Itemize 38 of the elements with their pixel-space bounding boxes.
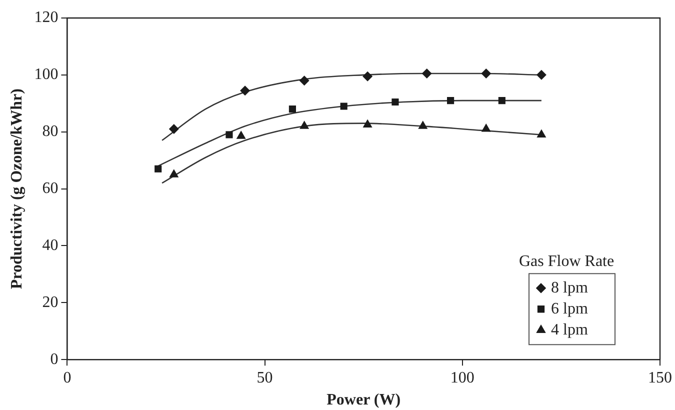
y-tick-label: 20 (42, 294, 58, 311)
x-tick-label: 0 (63, 369, 72, 386)
point (168, 124, 179, 134)
legend-label: 8 lpm (551, 279, 588, 296)
y-tick-label: 0 (50, 350, 58, 368)
point (288, 106, 296, 113)
y-tick-label: 80 (42, 123, 58, 140)
point (481, 124, 491, 132)
point (418, 120, 428, 129)
point (340, 102, 348, 110)
x-tick-label: 50 (256, 369, 273, 386)
x-tick-label: 150 (648, 369, 672, 386)
y-tick-label: 100 (34, 66, 58, 84)
x-tick-label: 100 (450, 369, 474, 386)
legend-label: 4 lpm (551, 321, 588, 338)
point (300, 120, 310, 129)
point (154, 165, 162, 172)
point (226, 131, 233, 138)
point (392, 98, 399, 106)
point (481, 68, 492, 79)
legend-label: 6 lpm (551, 300, 588, 318)
y-tick-label: 120 (34, 9, 58, 26)
point (240, 86, 250, 96)
point (498, 97, 506, 104)
point (536, 70, 546, 80)
legend-title: Gas Flow Rate (519, 252, 614, 270)
x-axis-title: Power (W) (326, 392, 401, 409)
y-tick-label: 60 (42, 180, 58, 198)
point (299, 76, 310, 86)
point (536, 129, 546, 138)
point (362, 71, 373, 82)
point (447, 97, 454, 104)
point (362, 119, 372, 128)
y-tick-label: 40 (42, 236, 58, 254)
point (236, 130, 246, 139)
point (422, 68, 432, 79)
point (169, 169, 179, 178)
y-axis-title: Productivity (g Ozone/kWhr) (8, 88, 26, 290)
